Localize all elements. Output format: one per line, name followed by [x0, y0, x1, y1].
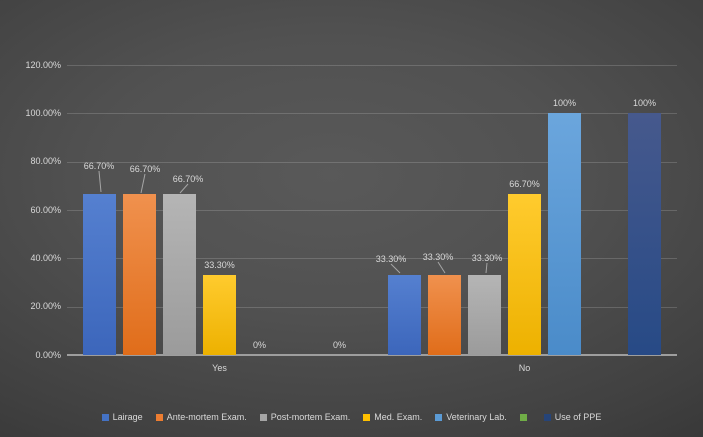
data-label-use-of-ppe-yes: 0%: [332, 340, 347, 350]
bar-post-mortem-exam-no[interactable]: [468, 274, 501, 355]
data-label-ante-mortem-exam-no: 33.30%: [422, 252, 454, 262]
data-label-post-mortem-exam-no: 33.30%: [471, 253, 503, 263]
y-axis-tick-label: 40.00%: [30, 252, 61, 263]
bar-lairage-yes[interactable]: [83, 193, 116, 355]
bar-use-of-ppe-no[interactable]: [628, 113, 661, 355]
data-label-lairage-no: 33.30%: [375, 254, 407, 264]
legend-label-use-of-ppe: Use of PPE: [554, 412, 602, 422]
data-label-veterinary-lab-yes: 0%: [252, 340, 267, 350]
legend-swatch-veterinary-lab: [435, 413, 443, 421]
gridline: [67, 161, 677, 163]
y-axis-tick-label: 20.00%: [30, 301, 61, 312]
data-label-lairage-yes: 66.70%: [83, 161, 115, 171]
gridline: [67, 258, 677, 260]
y-axis-tick-label: 100.00%: [25, 107, 61, 118]
legend-item-med-exam[interactable]: Med. Exam.: [363, 412, 422, 422]
legend-label-veterinary-lab: Veterinary Lab.: [446, 412, 507, 422]
x-axis-line: [67, 354, 677, 356]
legend-swatch-med-exam: [363, 413, 371, 421]
gridline: [67, 113, 677, 115]
data-label-use-of-ppe-no: 100%: [632, 98, 657, 109]
legend-label-post-mortem-exam: Post-mortem Exam.: [270, 412, 351, 422]
legend-swatch-lairage: [101, 413, 109, 421]
bar-med-exam-no[interactable]: [508, 193, 541, 355]
y-axis-tick-label: 80.00%: [30, 156, 61, 167]
gridline: [67, 306, 677, 308]
leader-line: [390, 263, 401, 274]
legend-item-use-of-ppe[interactable]: Use of PPE: [543, 412, 602, 422]
legend-swatch-series-5: [519, 413, 527, 421]
data-label-med-exam-no: 66.70%: [509, 178, 540, 189]
data-label-med-exam-yes: 33.30%: [204, 259, 235, 270]
legend-swatch-use-of-ppe: [543, 413, 551, 421]
leader-line: [485, 262, 488, 274]
legend: Lairage Ante-mortem Exam. Post-mortem Exam…: [0, 412, 703, 422]
legend-swatch-post-mortem-exam: [259, 413, 267, 421]
data-label-ante-mortem-exam-yes: 66.70%: [129, 164, 161, 174]
gridline: [67, 210, 677, 211]
legend-item-ante-mortem-exam[interactable]: Ante-mortem Exam.: [155, 412, 247, 422]
bar-lairage-no[interactable]: [388, 274, 421, 355]
legend-item-series-5[interactable]: [519, 413, 531, 421]
legend-swatch-ante-mortem-exam: [155, 413, 163, 421]
legend-label-med-exam: Med. Exam.: [374, 412, 423, 422]
bar-veterinary-lab-no[interactable]: [548, 113, 581, 355]
leader-line: [98, 170, 102, 193]
y-axis-tick-label: 120.00%: [25, 59, 61, 70]
y-axis-tick-label: 0.00%: [35, 349, 61, 360]
leader-line: [179, 183, 189, 194]
legend-label-lairage: Lairage: [112, 412, 143, 422]
legend-item-lairage[interactable]: Lairage: [101, 412, 143, 422]
bar-med-exam-yes[interactable]: [203, 274, 236, 355]
y-axis-tick-label: 60.00%: [30, 204, 61, 215]
legend-label-ante-mortem-exam: Ante-mortem Exam.: [166, 412, 247, 422]
bar-ante-mortem-exam-yes[interactable]: [123, 193, 156, 355]
category-label-yes: Yes: [212, 363, 227, 373]
gridline: [67, 65, 677, 66]
bar-ante-mortem-exam-no[interactable]: [428, 274, 461, 355]
category-label-no: No: [518, 363, 531, 373]
legend-item-veterinary-lab[interactable]: Veterinary Lab.: [435, 412, 507, 422]
bar-post-mortem-exam-yes[interactable]: [163, 193, 196, 355]
data-label-post-mortem-exam-yes: 66.70%: [172, 174, 204, 184]
leader-line: [437, 261, 446, 274]
legend-item-post-mortem-exam[interactable]: Post-mortem Exam.: [259, 412, 351, 422]
leader-line: [140, 173, 146, 194]
data-label-veterinary-lab-no: 100%: [552, 98, 577, 109]
